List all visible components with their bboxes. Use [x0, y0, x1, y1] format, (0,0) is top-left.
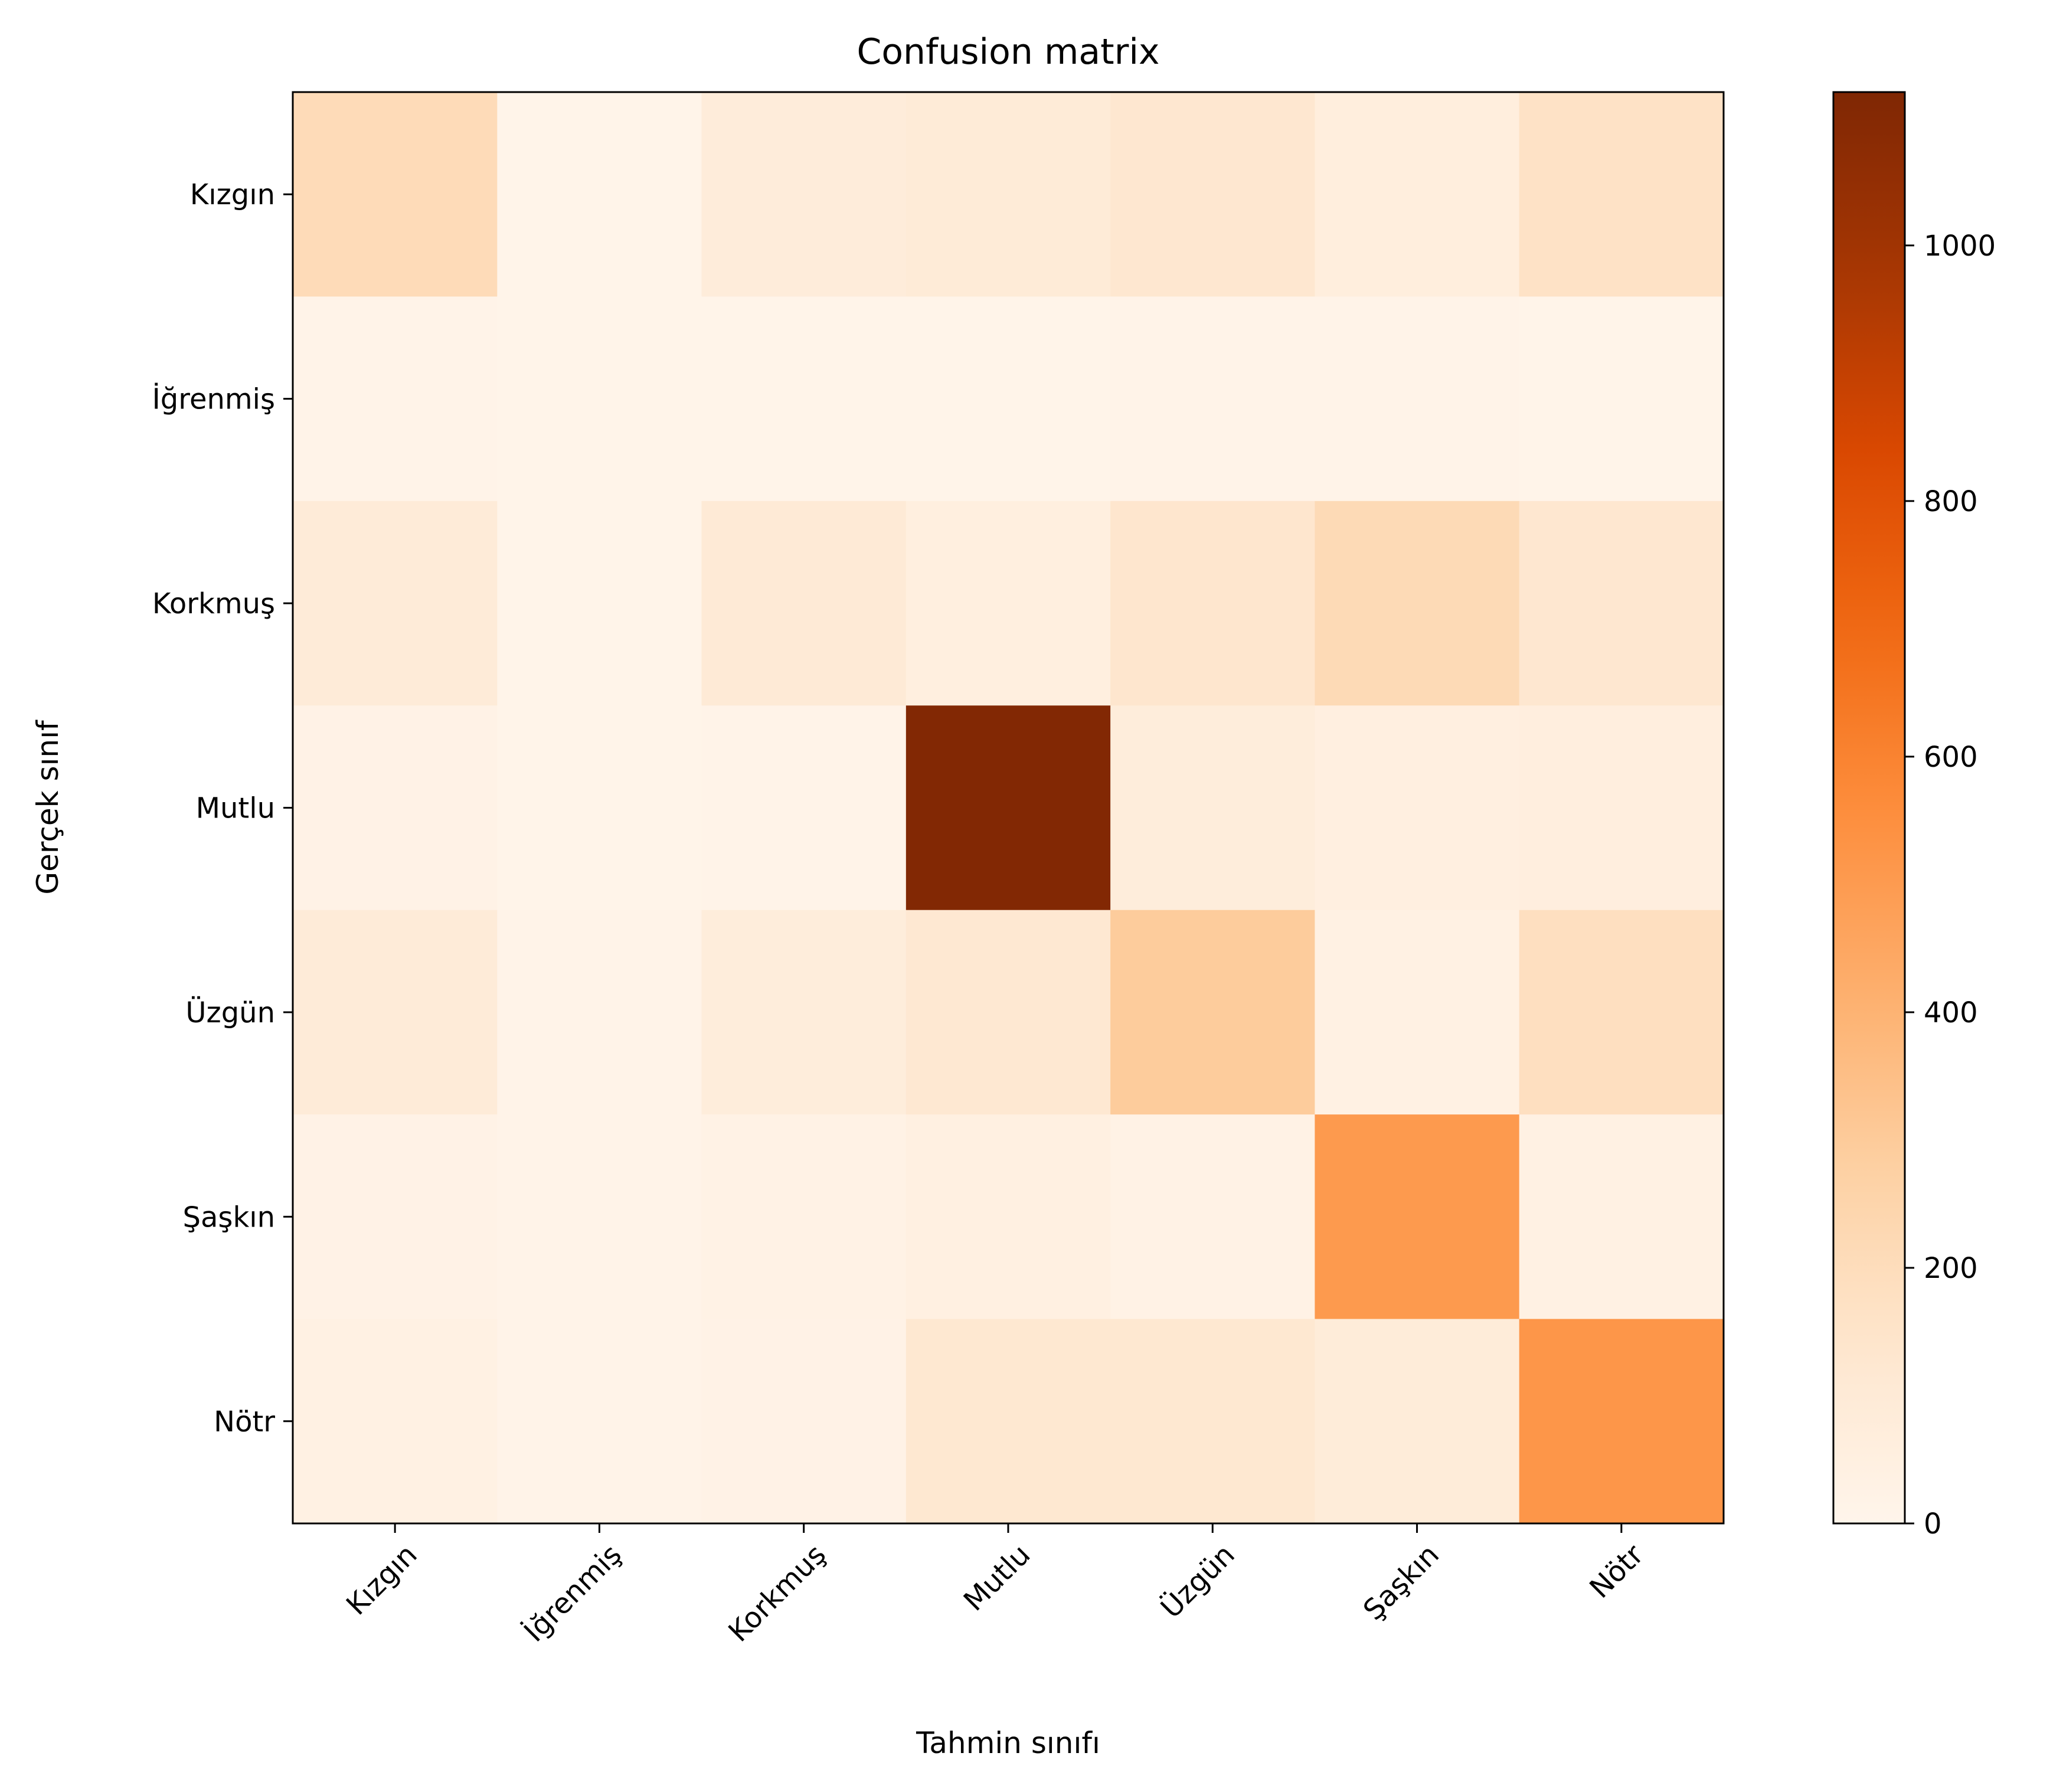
heatmap-cell: [497, 705, 702, 911]
x-tick-label: İğrenmiş: [518, 1538, 628, 1649]
heatmap-cell: [905, 501, 1111, 706]
heatmap-cell: [1315, 296, 1520, 502]
y-tick-label: İğrenmiş: [152, 383, 275, 416]
x-tick-label: Üzgün: [1155, 1538, 1241, 1625]
heatmap-cell: [905, 92, 1111, 297]
x-tick-label: Mutlu: [957, 1538, 1037, 1618]
heatmap-cell: [905, 1114, 1111, 1320]
heatmap-cell: [497, 501, 702, 706]
colorbar-tick-label: 0: [1924, 1507, 1942, 1541]
colorbar: [1832, 91, 1906, 1525]
y-tick-label: Üzgün: [185, 996, 275, 1029]
heatmap-cell: [1315, 705, 1520, 911]
y-tick-label: Korkmuş: [152, 587, 275, 620]
heatmap-cell: [905, 910, 1111, 1115]
heatmap-cell: [1110, 910, 1316, 1115]
heatmap-cell: [293, 1114, 498, 1320]
heatmap-cell: [293, 1319, 498, 1524]
heatmap-cell: [701, 910, 907, 1115]
heatmap-cell: [701, 501, 907, 706]
y-axis-ticks: Kızgın İğrenmiş Korkmuş Mutlu Üzgün Şaşkın Nöt…: [152, 178, 293, 1438]
heatmap-cell: [293, 501, 498, 706]
heatmap-cell: [1519, 705, 1724, 911]
heatmap-cell: [1315, 1114, 1520, 1320]
colorbar-tick-label: 600: [1924, 741, 1978, 774]
heatmap-cell: [1315, 1319, 1520, 1524]
heatmap-cell: [701, 705, 907, 911]
heatmap-cell: [1519, 92, 1724, 297]
heatmap-cell: [905, 296, 1111, 502]
colorbar-tick-label: 800: [1924, 485, 1978, 518]
heatmap-cell: [293, 705, 498, 911]
heatmap-cells: [293, 92, 1724, 1524]
heatmap-cell: [497, 92, 702, 297]
colorbar-ticks: 0 200 400 600 800 1000: [1905, 230, 1996, 1541]
heatmap-cell: [1519, 1114, 1724, 1320]
heatmap-cell: [497, 910, 702, 1115]
heatmap-cell: [497, 1114, 702, 1320]
x-axis-label: Tahmin sınıfı: [916, 1726, 1100, 1760]
y-axis-label: Gerçek sınıf: [31, 720, 65, 895]
heatmap-cell: [1315, 910, 1520, 1115]
x-tick-label: Nötr: [1583, 1538, 1650, 1605]
heatmap-cell: [701, 92, 907, 297]
heatmap-cell: [293, 296, 498, 502]
x-axis-ticks: Kızgın İğrenmiş Korkmuş Mutlu Üzgün Şaşkın Nöt…: [340, 1523, 1650, 1649]
y-tick-label: Kızgın: [190, 178, 275, 211]
heatmap-cell: [293, 910, 498, 1115]
heatmap-cell: [1110, 92, 1316, 297]
heatmap-cell: [905, 705, 1111, 911]
heatmap-cell: [293, 92, 498, 297]
heatmap-cell: [1519, 296, 1724, 502]
heatmap-cell: [701, 296, 907, 502]
y-tick-label: Şaşkın: [183, 1201, 275, 1234]
x-tick-label: Şaşkın: [1357, 1538, 1446, 1627]
heatmap-cell: [905, 1319, 1111, 1524]
heatmap-cell: [1110, 1319, 1316, 1524]
heatmap-cell: [497, 1319, 702, 1524]
heatmap-cell: [701, 1114, 907, 1320]
heatmap-cell: [1110, 501, 1316, 706]
x-tick-label: Korkmuş: [722, 1538, 832, 1649]
colorbar-tick-label: 400: [1924, 996, 1978, 1029]
heatmap-cell: [1315, 92, 1520, 297]
heatmap-cell: [1110, 296, 1316, 502]
heatmap-cell: [1110, 705, 1316, 911]
heatmap-cell: [1519, 1319, 1724, 1524]
heatmap-cell: [1519, 501, 1724, 706]
heatmap-cell: [701, 1319, 907, 1524]
heatmap-cell: [1315, 501, 1520, 706]
y-tick-label: Nötr: [214, 1405, 275, 1438]
colorbar-tick-label: 1000: [1924, 230, 1996, 263]
y-tick-label: Mutlu: [196, 792, 275, 825]
chart-title: Confusion matrix: [856, 31, 1159, 73]
heatmap-cell: [497, 296, 702, 502]
colorbar-tick-label: 200: [1924, 1252, 1978, 1285]
heatmap-cell: [1519, 910, 1724, 1115]
x-tick-label: Kızgın: [340, 1538, 424, 1622]
heatmap-cell: [1110, 1114, 1316, 1320]
